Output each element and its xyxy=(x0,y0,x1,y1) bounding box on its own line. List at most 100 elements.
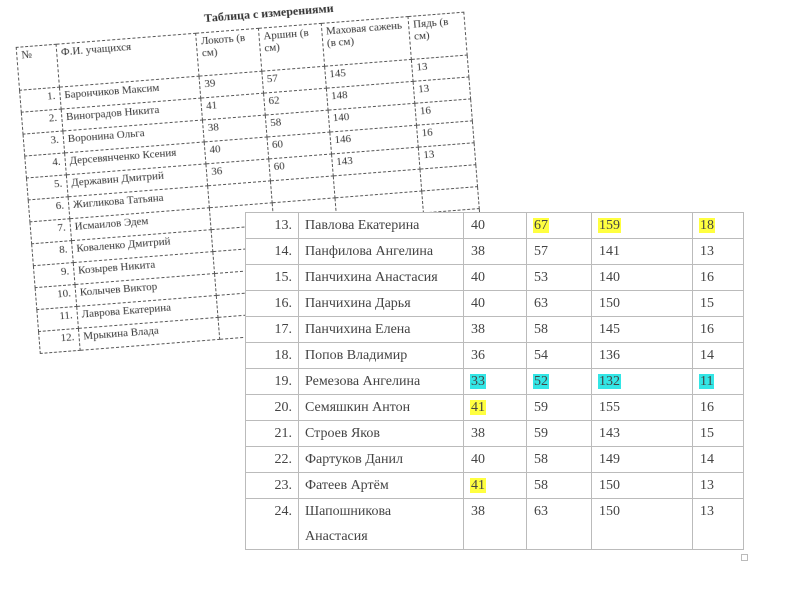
measurement: 38 xyxy=(471,426,485,441)
row-number: 9. xyxy=(33,262,75,288)
measurement-cell: 14 xyxy=(692,342,744,369)
measurement-cell: 38 xyxy=(463,238,527,265)
measurement: 15 xyxy=(700,296,714,311)
student-name: Строев Яков xyxy=(298,420,464,447)
student-name: Панчихина Анастасия xyxy=(298,264,464,291)
student-name: Шапошникова Анастасия xyxy=(298,498,464,550)
measurement: 54 xyxy=(534,348,548,363)
measurement-cell: 57 xyxy=(526,238,592,265)
measurement-cell: 40 xyxy=(463,446,527,473)
measurement-cell: 40 xyxy=(463,264,527,291)
measurement: 41 xyxy=(470,478,486,493)
measurement-cell: 13 xyxy=(692,472,744,499)
measurement-cell: 67 xyxy=(526,212,592,239)
measurement: 38 xyxy=(471,322,485,337)
measurement-cell: 13 xyxy=(692,238,744,265)
student-name: Ремезова Ангелина xyxy=(298,368,464,395)
measurement-cell: 33 xyxy=(463,368,527,395)
table-row: 13. Павлова Екатерина 40 67 159 18 xyxy=(245,212,744,239)
measurement-cell: 132 xyxy=(591,368,693,395)
measurement: 145 xyxy=(599,322,620,337)
front-table: 13. Павлова Екатерина 40 67 159 18 14. Панфилов… xyxy=(245,212,744,550)
row-number: 23. xyxy=(245,472,299,499)
measurement: 63 xyxy=(534,504,548,519)
measurement: 38 xyxy=(471,244,485,259)
measurement: 155 xyxy=(599,400,620,415)
measurement-cell: 159 xyxy=(591,212,693,239)
measurement: 143 xyxy=(599,426,620,441)
measurement-cell: 63 xyxy=(526,498,592,550)
measurement: 159 xyxy=(598,218,621,233)
table-row: 17. Панчихина Елена 38 58 145 16 xyxy=(245,316,744,343)
row-number: 11. xyxy=(36,306,79,332)
measurement-cell: 150 xyxy=(591,472,693,499)
measurement: 140 xyxy=(599,270,620,285)
table-row: 18. Попов Владимир 36 54 136 14 xyxy=(245,342,744,369)
measurement-cell: 150 xyxy=(591,290,693,317)
measurement: 41 xyxy=(470,400,486,415)
measurement: 15 xyxy=(700,426,714,441)
measurement-cell: 141 xyxy=(591,238,693,265)
measurement: 57 xyxy=(534,244,548,259)
measurement: 59 xyxy=(534,400,548,415)
measurement-cell: 136 xyxy=(591,342,693,369)
header-cell: Локоть (в см) xyxy=(195,28,262,77)
measurement: 52 xyxy=(533,374,549,389)
measurement: 136 xyxy=(599,348,620,363)
measurement: 33 xyxy=(470,374,486,389)
measurement: 13 xyxy=(700,478,714,493)
measurement: 150 xyxy=(599,478,620,493)
measurement-cell: 149 xyxy=(591,446,693,473)
measurement: 40 xyxy=(471,218,485,233)
student-name: Панчихина Дарья xyxy=(298,290,464,317)
row-number: 13. xyxy=(245,212,299,239)
row-number: 7. xyxy=(29,218,72,244)
measurement: 58 xyxy=(534,478,548,493)
measurement: 13 xyxy=(700,504,714,519)
row-number: 24. xyxy=(245,498,299,550)
table-row: 15. Панчихина Анастасия 40 53 140 16 xyxy=(245,264,744,291)
header-cell: Маховая сажень (в см) xyxy=(320,16,412,67)
measurement: 38 xyxy=(471,504,485,519)
header-cell: № xyxy=(16,44,60,91)
measurement: 18 xyxy=(699,218,715,233)
row-number: 21. xyxy=(245,420,299,447)
measurement-cell: 16 xyxy=(692,394,744,421)
row-number: 2. xyxy=(21,109,63,135)
table-row: 22. Фартуков Данил 40 58 149 14 xyxy=(245,446,744,473)
measurement-cell: 40 xyxy=(463,212,527,239)
measurement: 59 xyxy=(534,426,548,441)
measurement-cell: 150 xyxy=(591,498,693,550)
measurement: 16 xyxy=(700,322,714,337)
measurement: 14 xyxy=(700,348,714,363)
student-name: Фартуков Данил xyxy=(298,446,464,473)
measurement-cell: 38 xyxy=(463,316,527,343)
student-name: Семяшкин Антон xyxy=(298,394,464,421)
row-number: 15. xyxy=(245,264,299,291)
measurement: 58 xyxy=(534,452,548,467)
measurement-cell: 58 xyxy=(526,446,592,473)
measurement-cell: 59 xyxy=(526,394,592,421)
measurement-cell: 16 xyxy=(692,264,744,291)
table-row: 20. Семяшкин Антон 41 59 155 16 xyxy=(245,394,744,421)
row-number: 19. xyxy=(245,368,299,395)
student-name: Павлова Екатерина xyxy=(298,212,464,239)
measurement-cell: 40 xyxy=(463,290,527,317)
measurement: 67 xyxy=(533,218,549,233)
header-cell: Пядь (в см) xyxy=(408,12,468,60)
measurement: 63 xyxy=(534,296,548,311)
row-number: 3. xyxy=(23,131,65,157)
row-number: 12. xyxy=(38,328,80,354)
measurement: 40 xyxy=(471,452,485,467)
measurement-cell: 63 xyxy=(526,290,592,317)
measurement-cell: 38 xyxy=(463,498,527,550)
measurement: 53 xyxy=(534,270,548,285)
student-name: Попов Владимир xyxy=(298,342,464,369)
row-number: 16. xyxy=(245,290,299,317)
measurement: 36 xyxy=(471,348,485,363)
measurement: 14 xyxy=(700,452,714,467)
measurement-cell: 16 xyxy=(692,316,744,343)
student-name: Панфилова Ангелина xyxy=(298,238,464,265)
measurement-cell: 41 xyxy=(463,472,527,499)
